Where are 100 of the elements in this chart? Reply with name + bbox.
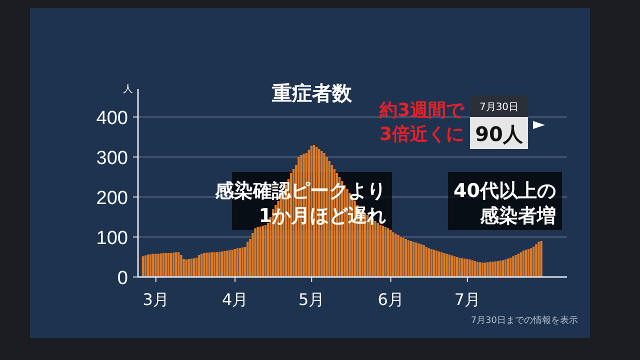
bar [167, 253, 170, 277]
y-tick-label: 100 [96, 228, 128, 249]
bar [506, 258, 510, 277]
bar [540, 241, 542, 277]
bar [456, 257, 458, 277]
bar [213, 252, 216, 277]
bar [400, 237, 402, 277]
bar [448, 254, 450, 277]
bar [178, 252, 180, 277]
bar [527, 249, 530, 277]
bar [499, 260, 502, 277]
bar [234, 249, 236, 277]
bar [185, 259, 188, 277]
bar [443, 253, 446, 277]
bar [435, 250, 438, 277]
bar [379, 225, 382, 277]
bar [188, 259, 190, 277]
bar [464, 258, 466, 277]
bar [392, 232, 394, 277]
bar [246, 242, 249, 277]
text: 7月30日までの情報を表示 [470, 315, 578, 326]
bar [262, 226, 264, 277]
bar [471, 260, 474, 277]
bar [440, 252, 443, 277]
bar [502, 260, 504, 277]
bar [172, 252, 175, 277]
bar [422, 245, 425, 277]
bar [198, 255, 200, 277]
bar [404, 239, 408, 277]
bar [420, 244, 422, 277]
bar [468, 259, 471, 277]
bar [530, 248, 532, 277]
annotation: 約3週間で [378, 100, 465, 121]
bar [397, 235, 400, 277]
bar [466, 259, 468, 277]
bar [394, 234, 397, 277]
bar [486, 262, 489, 277]
bar [180, 255, 182, 277]
bar [164, 253, 167, 277]
bar [157, 254, 160, 277]
bar [328, 161, 330, 277]
bar [190, 258, 193, 277]
bar [384, 227, 387, 277]
bar [220, 251, 224, 277]
bar [208, 252, 210, 277]
bar [224, 251, 226, 277]
bar [538, 242, 540, 277]
y-axis-title: 人 [123, 84, 133, 95]
bar [162, 253, 164, 277]
bar [492, 262, 494, 277]
bar [425, 247, 428, 277]
bar [210, 252, 213, 277]
bar [216, 252, 218, 277]
bar [152, 254, 154, 277]
bar [382, 226, 384, 277]
bar [514, 255, 517, 277]
annotation: 40代以上の [454, 180, 556, 202]
bar [522, 250, 524, 277]
bar [170, 253, 172, 277]
bar [438, 251, 440, 277]
bar [254, 228, 256, 277]
bar [402, 238, 404, 277]
bar [415, 242, 418, 277]
bar [517, 254, 520, 277]
bar [142, 256, 144, 277]
bar [407, 240, 410, 277]
bar [478, 262, 482, 277]
bar [192, 258, 196, 277]
bar [461, 258, 464, 277]
bar [489, 262, 492, 277]
annotation: 7月30日 [479, 102, 519, 113]
x-tick-label: 4月 [222, 290, 248, 309]
bar [376, 223, 379, 277]
annotation: 90人 [475, 122, 524, 146]
bar [412, 242, 415, 277]
bar [512, 256, 514, 277]
bar [228, 250, 231, 277]
y-tick-label: 400 [96, 108, 128, 129]
y-tick-label: 200 [96, 188, 128, 209]
bar [259, 226, 262, 277]
bar [532, 246, 535, 277]
x-tick-label: 3月 [142, 290, 169, 309]
bar [236, 248, 238, 277]
annotation: 3倍近くに [379, 124, 464, 145]
bar [481, 262, 484, 277]
bar [264, 225, 267, 277]
bar [453, 256, 456, 277]
bar [175, 252, 178, 277]
bar [200, 254, 203, 277]
x-tick-label: 7月 [454, 290, 481, 309]
bar [241, 247, 244, 277]
bar [226, 250, 228, 277]
chart-title: 重症者数 [271, 81, 353, 105]
bar [418, 243, 420, 277]
annotation: 感染者増 [479, 205, 556, 227]
bar [484, 262, 486, 277]
bar [256, 227, 259, 277]
bar [524, 250, 528, 277]
bar [231, 250, 234, 277]
bar [410, 241, 412, 277]
